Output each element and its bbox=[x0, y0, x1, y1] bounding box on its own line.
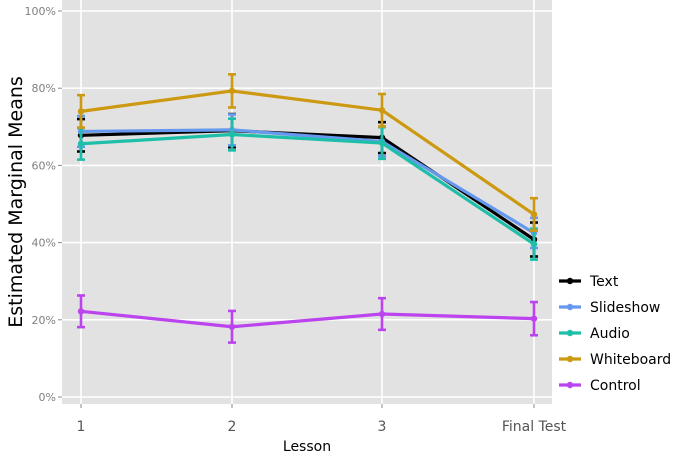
y-axis: 0% 20% 40% 60% 80% 100% bbox=[25, 5, 62, 404]
legend-swatch-point bbox=[566, 329, 574, 337]
legend-swatch-point bbox=[566, 355, 574, 363]
legend-label: Control bbox=[590, 378, 641, 394]
y-tick-label: 40% bbox=[32, 237, 56, 250]
y-axis-title: Estimated Marginal Means bbox=[5, 76, 27, 328]
legend-label: Text bbox=[589, 274, 619, 290]
legend-swatch-point bbox=[566, 277, 574, 285]
data-point bbox=[530, 211, 538, 218]
x-axis-title: Lesson bbox=[283, 439, 331, 452]
series-line-whiteboard bbox=[80, 89, 535, 216]
data-point bbox=[77, 308, 85, 315]
series-line-slideshow bbox=[80, 128, 535, 235]
data-point bbox=[77, 140, 85, 147]
legend-swatch-point bbox=[566, 381, 574, 389]
data-point bbox=[228, 131, 236, 138]
series-control bbox=[77, 294, 538, 344]
legend-label: Audio bbox=[590, 326, 630, 342]
series-line-audio bbox=[80, 132, 535, 246]
legend-label: Slideshow bbox=[590, 300, 660, 316]
x-axis: 1 2 3 Final Test bbox=[77, 404, 567, 435]
y-tick-label: 60% bbox=[32, 159, 56, 172]
data-point bbox=[378, 107, 386, 114]
x-tick-label: 3 bbox=[378, 419, 387, 435]
y-tick-label: 100% bbox=[25, 5, 56, 18]
data-point bbox=[378, 139, 386, 147]
y-tick-label: 20% bbox=[32, 314, 56, 327]
data-point bbox=[378, 310, 386, 318]
series-whiteboard bbox=[77, 73, 538, 232]
data-point bbox=[77, 108, 85, 115]
x-tick-label: Final Test bbox=[502, 419, 567, 435]
series-line-control bbox=[80, 309, 535, 329]
legend-item-whiteboard: Whiteboard bbox=[559, 352, 671, 368]
legend-item-control: Control bbox=[559, 378, 641, 394]
x-tick-label: 1 bbox=[77, 419, 86, 435]
y-tick-label: 0% bbox=[39, 391, 56, 404]
data-point bbox=[530, 315, 538, 322]
legend: Text Slideshow Audio Whiteboard Control bbox=[559, 274, 671, 394]
legend-label: Whiteboard bbox=[590, 352, 671, 368]
data-point bbox=[530, 240, 538, 248]
legend-item-audio: Audio bbox=[559, 326, 630, 342]
legend-item-text: Text bbox=[559, 274, 619, 290]
legend-item-slideshow: Slideshow bbox=[559, 300, 660, 316]
legend-swatch-point bbox=[566, 303, 574, 311]
data-point bbox=[228, 87, 236, 95]
series-layer bbox=[77, 73, 538, 344]
data-point bbox=[228, 323, 236, 330]
x-tick-label: 2 bbox=[228, 419, 237, 435]
y-tick-label: 80% bbox=[32, 82, 56, 95]
